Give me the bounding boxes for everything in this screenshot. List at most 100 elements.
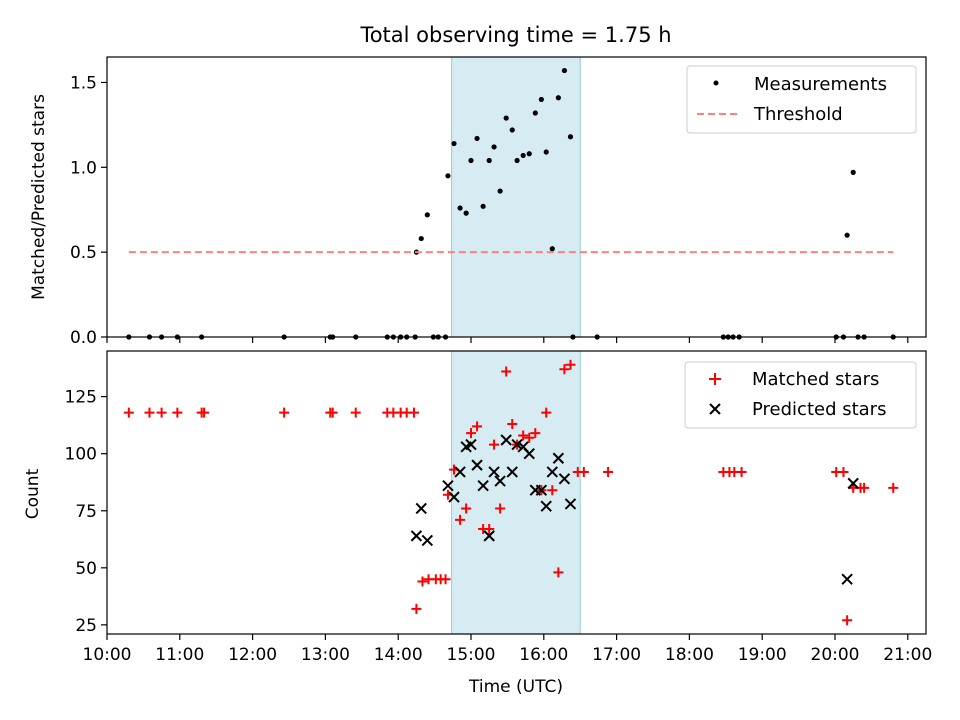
predicted-star-point xyxy=(552,452,565,464)
matched-star-point xyxy=(524,432,535,443)
top-plot-area xyxy=(126,67,896,340)
measurement-point xyxy=(532,110,538,116)
measurement-point xyxy=(514,157,520,164)
matched-star-point xyxy=(472,421,483,432)
top-y-tick-label: 0.0 xyxy=(70,328,97,348)
predicted-star-point xyxy=(540,500,552,512)
predicted-star-point xyxy=(410,530,423,542)
measurement-point xyxy=(555,95,561,101)
bottom-chart: 25 50 75 100 125 10:00 11:00 12:00 13:00 14:00 15… xyxy=(23,350,932,697)
measurement-point xyxy=(520,152,526,159)
predicted-star-point xyxy=(523,447,535,460)
legend-predicted-marker xyxy=(709,403,721,415)
top-chart: 0.0 0.5 1.0 1.5 Matched/Predicted stars Mea… xyxy=(29,56,927,348)
measurement-point xyxy=(543,149,549,155)
predicted-star-point xyxy=(506,466,518,478)
measurement-point xyxy=(549,246,555,252)
matched-star-point xyxy=(440,574,451,585)
measurement-point xyxy=(491,144,497,150)
predicted-star-point xyxy=(448,491,460,503)
matched-star-point xyxy=(507,419,518,430)
measurement-point xyxy=(480,203,486,209)
matched-star-point xyxy=(553,567,564,578)
measurement-point xyxy=(497,188,503,194)
matched-star-point xyxy=(484,524,495,535)
top-y-axis: 0.0 0.5 1.0 1.5 xyxy=(70,73,107,348)
measurement-point xyxy=(418,235,424,242)
matched-star-point xyxy=(838,466,849,477)
top-legend-box xyxy=(686,65,917,134)
matched-star-point xyxy=(859,482,870,493)
matched-star-point xyxy=(565,359,576,370)
bottom-y-axis: 25 50 75 100 125 xyxy=(65,388,107,636)
x-tick-label: 11:00 xyxy=(155,645,204,665)
predicted-star-point xyxy=(454,466,466,478)
matched-star-point xyxy=(172,407,183,418)
bottom-observing-window xyxy=(451,350,581,635)
top-y-tick-label: 0.5 xyxy=(70,243,97,263)
matched-star-point xyxy=(466,428,476,439)
matched-star-point xyxy=(736,466,747,477)
x-tick-label: 15:00 xyxy=(447,645,496,665)
legend-matched-marker xyxy=(709,373,721,385)
x-tick-label: 10:00 xyxy=(83,645,132,665)
measurement-point xyxy=(457,205,463,211)
matched-star-point xyxy=(123,407,134,418)
matched-star-point xyxy=(578,466,589,477)
bottom-x-axis: 10:00 11:00 12:00 13:00 14:00 15:00 16:00 17:00… xyxy=(83,634,932,665)
matched-star-point xyxy=(455,514,466,525)
x-tick-label: 16:00 xyxy=(519,645,568,665)
measurement-point xyxy=(474,135,480,142)
x-tick-label: 14:00 xyxy=(374,645,423,665)
matched-star-point xyxy=(327,407,338,418)
legend-predicted-label: Predicted stars xyxy=(752,399,886,420)
legend-measurements-label: Measurements xyxy=(754,74,887,95)
bottom-y-axis-label: Count xyxy=(23,468,43,519)
matched-star-point xyxy=(888,482,899,493)
matched-star-point xyxy=(541,407,552,418)
legend-threshold-label: Threshold xyxy=(753,104,843,125)
matched-star-point xyxy=(842,615,853,626)
predicted-star-point xyxy=(488,466,500,478)
measurement-point xyxy=(424,212,430,218)
predicted-star-point xyxy=(546,466,559,478)
matched-star-point xyxy=(530,428,541,439)
predicted-star-point xyxy=(511,438,523,451)
top-y-tick-label: 1.5 xyxy=(70,73,97,93)
bottom-legend: Matched stars Predicted stars xyxy=(684,361,917,429)
bottom-legend-box xyxy=(684,361,917,429)
matched-star-point xyxy=(603,466,614,477)
measurement-point xyxy=(503,115,509,121)
top-y-axis-label: Matched/Predicted stars xyxy=(29,94,49,300)
matched-star-point xyxy=(350,407,361,418)
x-tick-label: 20:00 xyxy=(811,645,860,665)
matched-star-point xyxy=(156,407,167,418)
x-tick-label: 19:00 xyxy=(738,645,787,665)
matched-star-point xyxy=(547,485,558,496)
matched-star-point xyxy=(199,407,210,418)
matched-star-point xyxy=(501,366,512,377)
predicted-star-point xyxy=(494,475,506,487)
predicted-star-point xyxy=(841,573,853,585)
x-tick-label: 18:00 xyxy=(665,645,714,665)
measurement-point xyxy=(538,96,544,103)
measurement-point xyxy=(526,151,532,157)
predicted-star-point xyxy=(415,502,427,515)
measurement-point xyxy=(509,127,515,133)
predicted-star-point xyxy=(535,484,548,496)
matched-star-point xyxy=(279,407,290,418)
predicted-star-point xyxy=(500,434,512,446)
x-tick-label: 12:00 xyxy=(228,645,277,665)
predicted-star-point xyxy=(471,459,483,471)
matched-star-point xyxy=(417,576,428,587)
legend-matched-label: Matched stars xyxy=(752,369,879,390)
bottom-y-tick-label: 125 xyxy=(65,388,97,408)
predicted-star-point xyxy=(465,438,477,451)
top-x-axis xyxy=(106,337,909,343)
predicted-star-point xyxy=(847,477,859,490)
measurement-point xyxy=(451,140,457,147)
predicted-star-point xyxy=(442,479,454,492)
top-observing-window xyxy=(451,56,581,338)
matched-star-point xyxy=(461,503,472,514)
